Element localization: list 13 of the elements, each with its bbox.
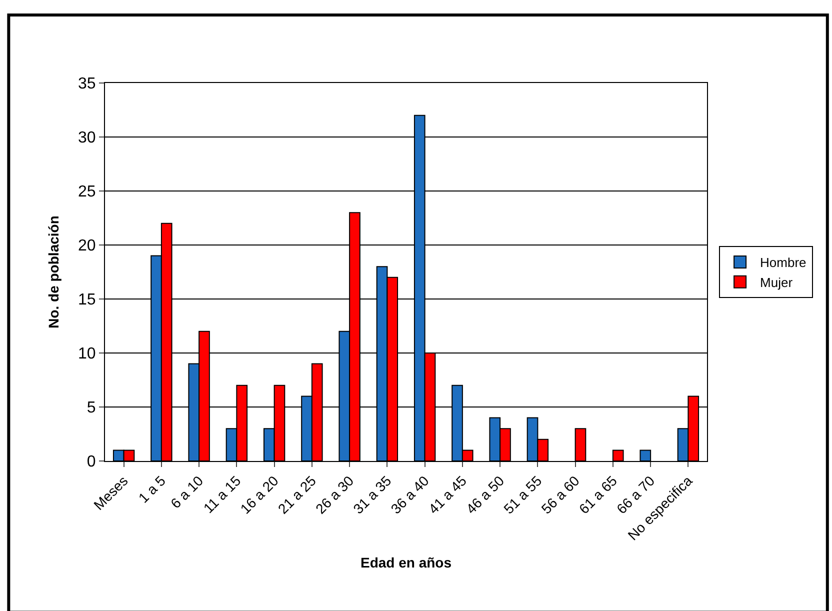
y-axis-title: No. de población <box>46 216 62 328</box>
y-tick-label: 35 <box>78 76 96 93</box>
x-axis-title: Edad en años <box>360 554 452 571</box>
legend-label: Mujer <box>760 274 794 290</box>
x-tick-label: 1 a 5 <box>135 472 169 506</box>
y-tick-label: 5 <box>86 400 96 417</box>
y-tick-label: 10 <box>78 346 96 363</box>
y-tick-label: 0 <box>86 454 96 471</box>
y-tick-label: 30 <box>78 130 96 147</box>
legend-label: Hombre <box>760 255 806 270</box>
y-tick-label: 15 <box>78 292 96 309</box>
y-tick-label: 20 <box>78 238 96 255</box>
y-tick-label: 25 <box>78 184 96 201</box>
